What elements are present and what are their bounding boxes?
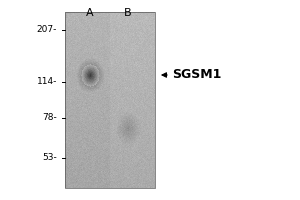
Text: 53-: 53- [42,154,57,162]
Text: A: A [86,8,94,18]
Bar [65,12,155,188]
Text: 114-: 114- [37,77,57,86]
Text: SGSM1: SGSM1 [172,68,221,82]
Text: 78-: 78- [42,114,57,122]
Text: 207-: 207- [37,25,57,34]
Text: B: B [124,8,132,18]
